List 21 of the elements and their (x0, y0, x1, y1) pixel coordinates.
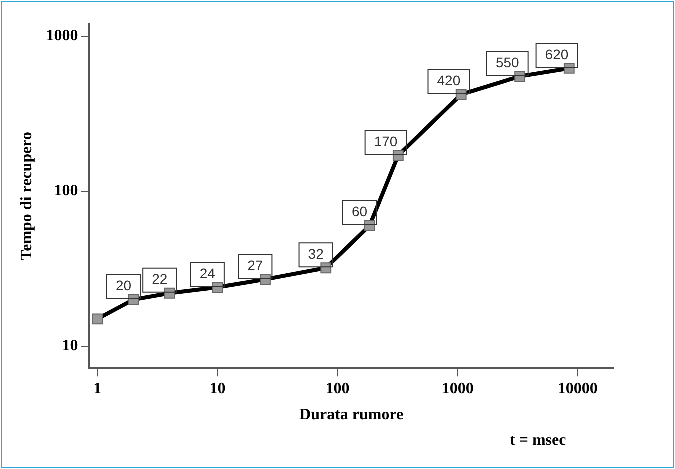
x-tick-label: 10000 (558, 380, 598, 398)
x-tick-label: 1 (94, 380, 102, 398)
data-label: 32 (308, 246, 324, 262)
data-label: 620 (545, 46, 569, 62)
data-label: 420 (437, 72, 461, 89)
data-label: 20 (116, 278, 132, 294)
x-tick-label: 10 (210, 380, 226, 398)
y-tick-label: 1000 (46, 27, 78, 44)
data-label: 22 (152, 271, 168, 288)
data-label: 550 (496, 54, 520, 70)
x-tick-label: 1000 (442, 380, 474, 398)
text: t = msec (510, 432, 566, 450)
x-axis-title: Durata rumore (300, 406, 404, 424)
data-label: 60 (352, 204, 368, 220)
y-tick-label: 100 (54, 182, 78, 200)
x-tick-label: 100 (326, 380, 350, 398)
data-label: 24 (200, 265, 216, 282)
y-tick-label: 10 (62, 338, 78, 355)
y-axis-title: Tempo di recupero (18, 132, 36, 261)
data-label: 27 (248, 257, 264, 274)
data-label: 170 (374, 133, 398, 150)
